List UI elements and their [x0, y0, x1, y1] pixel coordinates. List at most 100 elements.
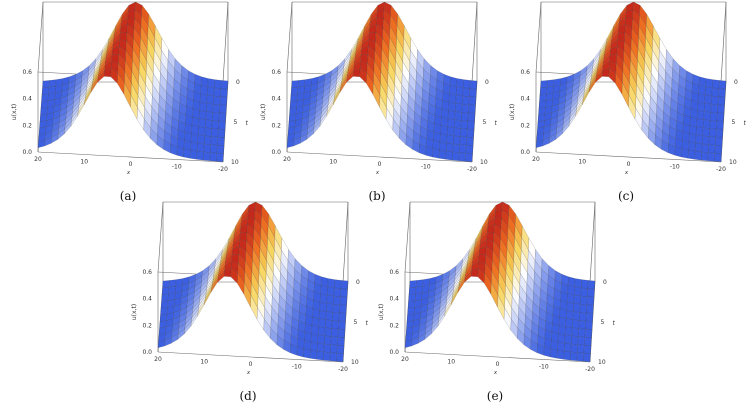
surface-patch [441, 108, 449, 119]
surface-patch [212, 104, 221, 114]
surface-patch [565, 318, 573, 328]
surface-patch [447, 118, 455, 128]
surface-patch [204, 135, 212, 145]
surface-patch [468, 96, 477, 106]
surface-patch [183, 148, 191, 159]
surface-patch [546, 79, 555, 88]
surface-patch [495, 201, 503, 212]
surface-patch [455, 94, 463, 105]
surface-patch [168, 286, 176, 295]
surface-patch [196, 143, 205, 153]
surface-patch [454, 119, 462, 129]
surface-patch [465, 153, 473, 162]
surface-patch [578, 320, 587, 330]
surface-patch [312, 308, 320, 319]
surface-patch [336, 345, 345, 354]
surface-patch [698, 85, 706, 96]
bounding-box-edge [286, 1, 293, 73]
bounding-box-edge [535, 1, 542, 73]
z-tick-label: 0.2 [142, 322, 152, 329]
t-tick-label: 5 [732, 119, 736, 126]
surface-patch [452, 151, 460, 161]
x-tick-label: 10 [329, 159, 337, 166]
surface-patch [557, 341, 565, 352]
surface-patch [468, 104, 476, 114]
x-axis-label: x [126, 170, 131, 176]
surface-patch [696, 118, 704, 128]
x-tick-label: -10 [421, 164, 431, 171]
x-tick-label: -10 [539, 364, 549, 371]
surface-patch [462, 95, 470, 106]
surface-patch [289, 100, 298, 109]
surface-patch [48, 79, 57, 88]
surface-patch [625, 9, 634, 19]
surface-patch [463, 79, 471, 89]
surface-patch [407, 300, 416, 309]
surface-patch [538, 100, 547, 109]
surface-patch [709, 128, 717, 138]
surface-patch [440, 125, 448, 136]
surface-patch [558, 325, 566, 336]
surface-patch [205, 111, 213, 121]
surface-patch [332, 312, 340, 322]
surface-patch [690, 108, 698, 119]
t-tick-label: 10 [729, 159, 737, 166]
surface-patch [715, 137, 723, 146]
surface-patch [219, 96, 228, 106]
surface-patch [407, 307, 415, 316]
surface-patch [324, 327, 332, 337]
bounding-box-edge [471, 1, 478, 83]
t-tick-label: 0 [356, 279, 360, 286]
surface-patch [556, 350, 565, 360]
surface-patch [587, 280, 596, 290]
surface-patch [454, 111, 462, 121]
surface-patch [711, 87, 720, 97]
surface-patch [469, 88, 477, 98]
surface-patch [687, 150, 696, 160]
surface-patch [159, 313, 168, 322]
surface-patch [310, 333, 319, 344]
surface-patch [197, 126, 206, 137]
surface-plot-1: 0.0 0.2 0.4 0.6 u(x,t) 20 10 0 -10 -20 x 0 5 10 t (a) [11, 1, 249, 203]
z-tick-label: 0.4 [389, 296, 399, 303]
surface-patch [192, 100, 201, 111]
t-tick-label: 5 [354, 319, 358, 326]
surface-patch [196, 151, 204, 161]
bounding-box-edge [157, 201, 164, 273]
surface-patch [441, 100, 450, 111]
x-tick-label: 0 [627, 161, 631, 168]
z-tick-label: 0.0 [271, 149, 281, 156]
surface-patch [217, 137, 225, 146]
surface-patch [213, 95, 221, 106]
bounding-box-edge [342, 201, 349, 283]
surface-patch [204, 127, 212, 137]
surface-patch [583, 345, 592, 354]
surface-patch [539, 93, 547, 102]
z-tick-label: 0.0 [142, 349, 152, 356]
surface-patch [199, 101, 207, 112]
surface-patch [710, 112, 718, 122]
x-tick-label: 20 [34, 156, 42, 163]
surface-patch [203, 151, 211, 161]
surface-patch [461, 104, 470, 114]
surface-patch [701, 151, 709, 161]
surface-patch [550, 340, 559, 351]
surface-patch [574, 286, 582, 297]
surface-patch [446, 134, 454, 145]
surface-patch [340, 288, 348, 298]
z-tick-label: 0.2 [271, 122, 281, 129]
surface-patch [297, 79, 306, 88]
surface-patch [689, 125, 697, 136]
surface-patch [213, 87, 222, 97]
surface-patch [203, 143, 211, 153]
surface-patch [376, 9, 385, 19]
surface-patch [303, 348, 311, 359]
surface-patch [161, 293, 169, 302]
bounding-box-edge [286, 151, 473, 163]
x-tick-label: 10 [447, 359, 455, 366]
surface-patch [583, 353, 591, 362]
surface-patch [702, 135, 710, 145]
surface-patch [688, 133, 697, 144]
surface-patch [689, 117, 698, 128]
surface-patch [712, 79, 720, 89]
